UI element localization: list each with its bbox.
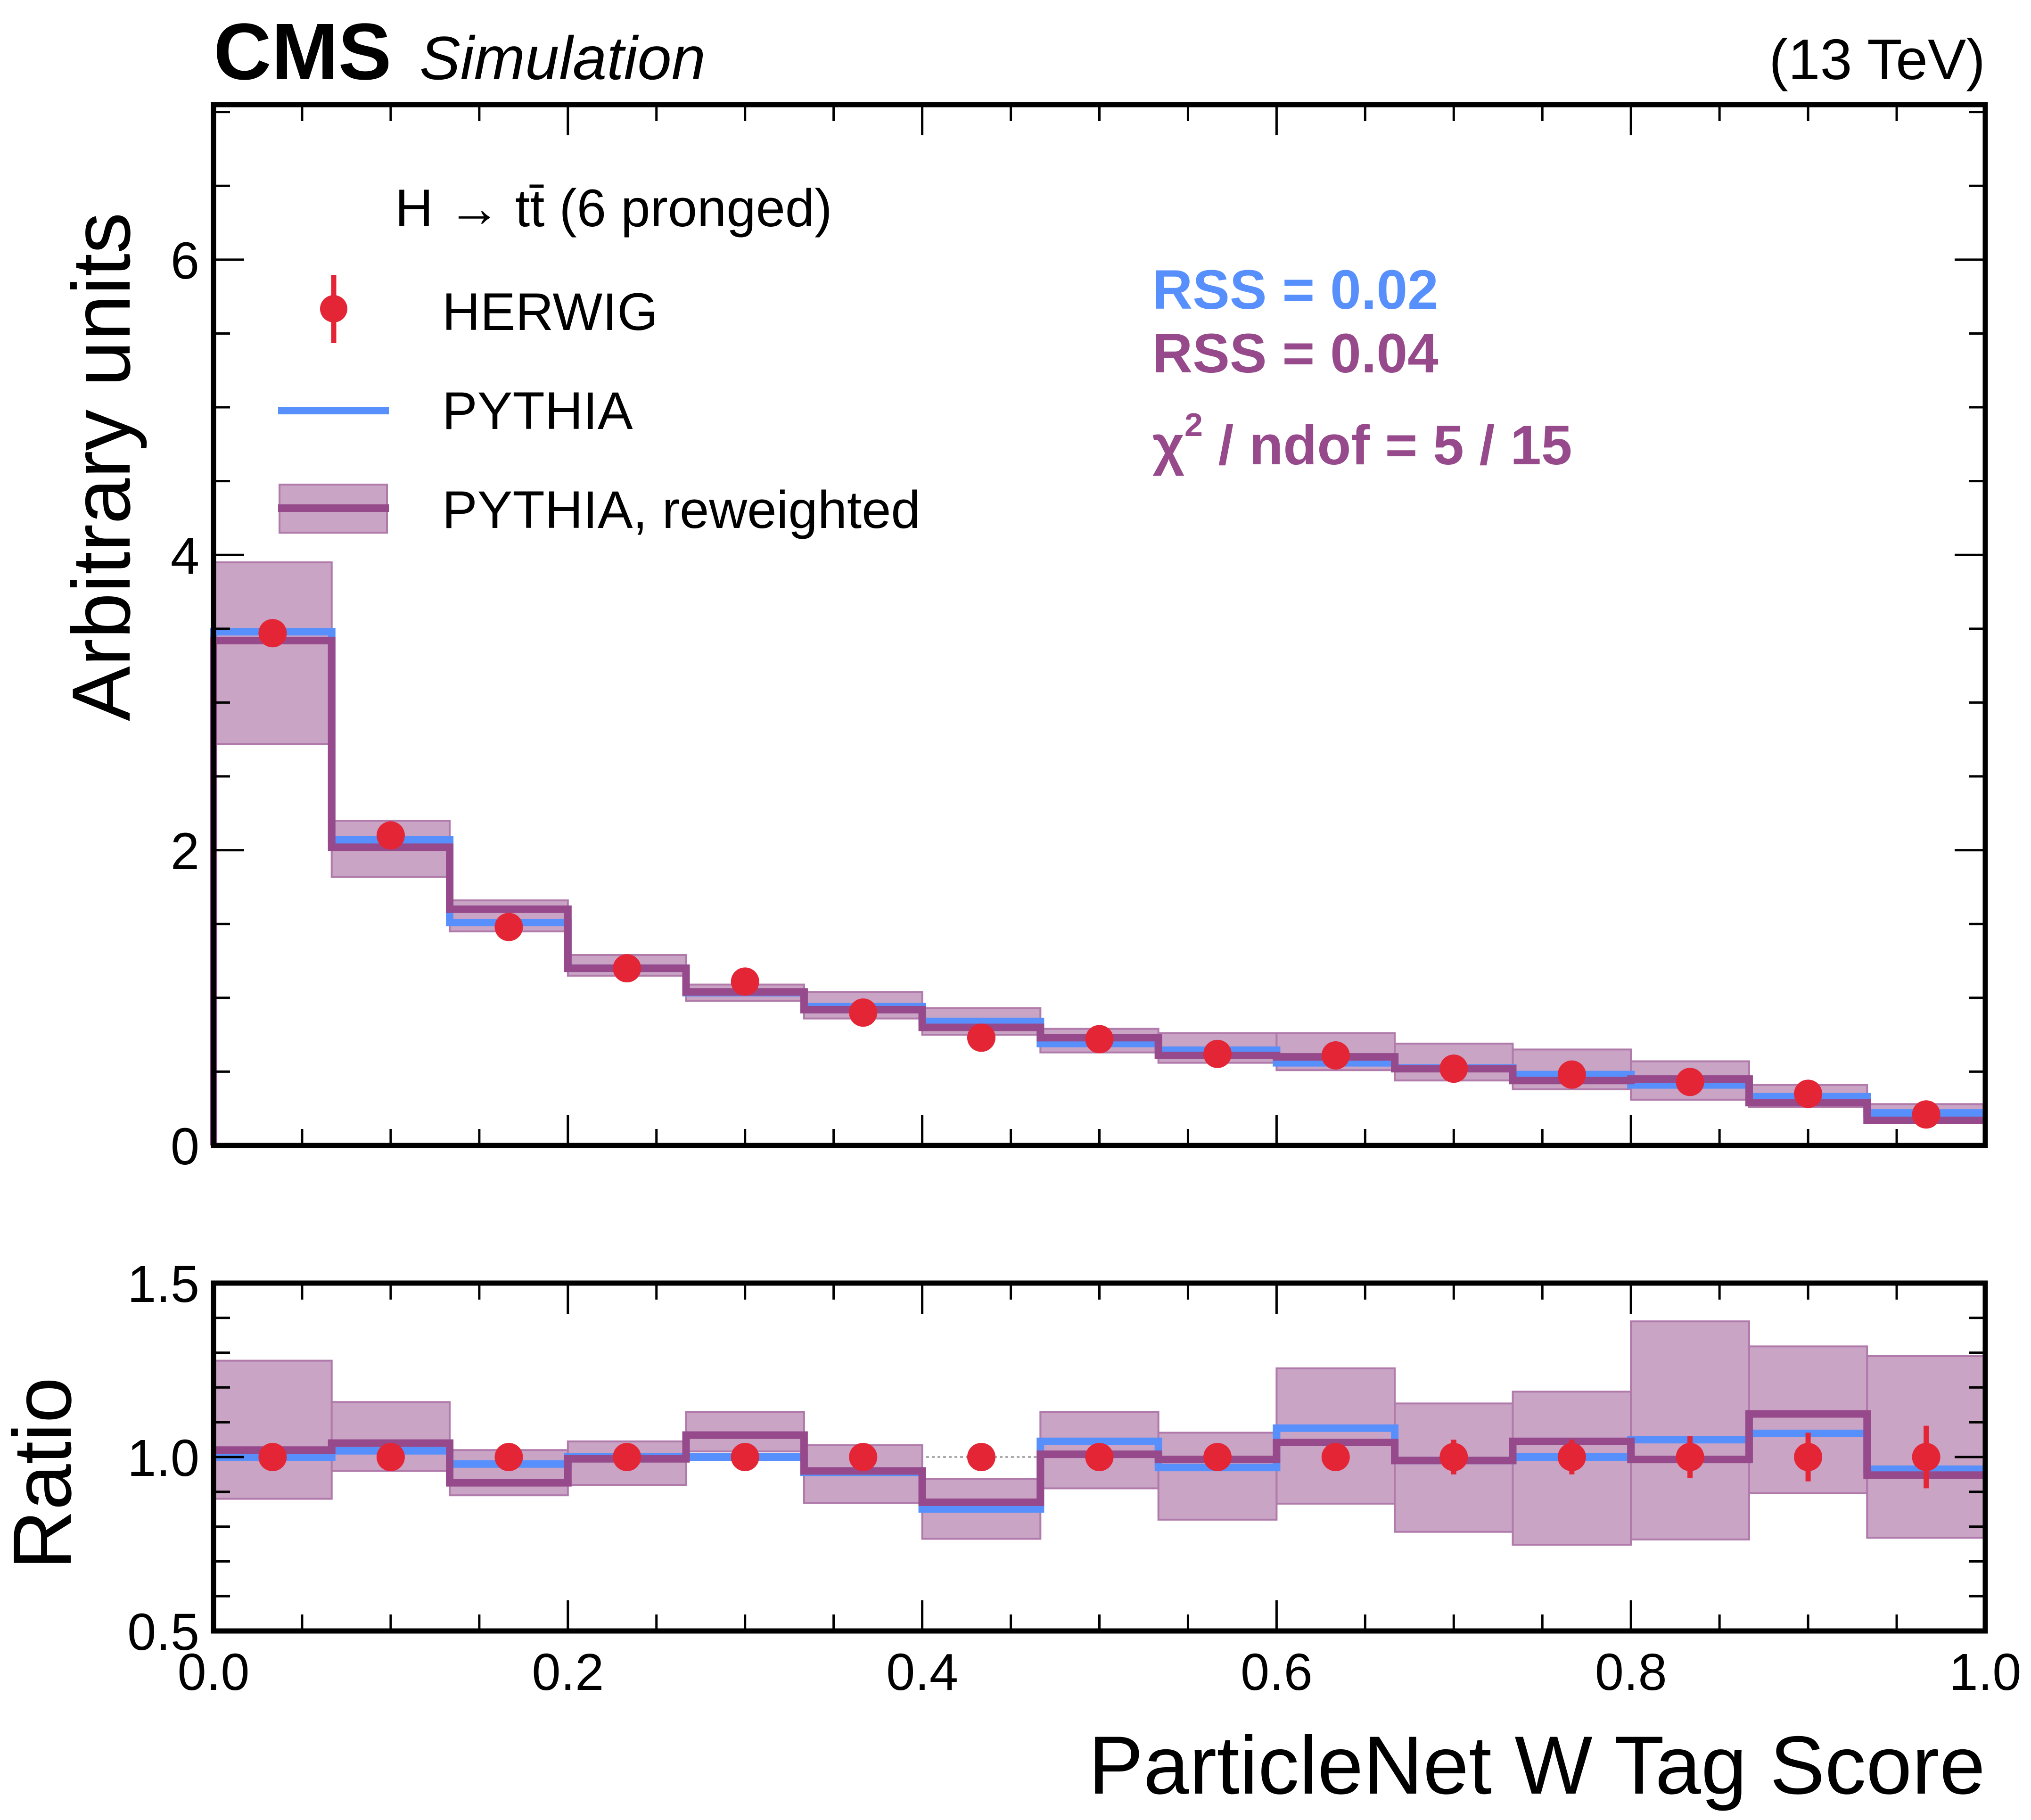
ratio-uncertainty-band (213, 1320, 1986, 1546)
main-frame (211, 102, 1988, 1148)
rss-reweighted-annotation: RSS = 0.04 (1152, 322, 1439, 385)
herwig-point (1085, 1025, 1114, 1054)
x-tick-label: 0.8 (1595, 1643, 1667, 1701)
rss-pythia-annotation: RSS = 0.02 (1152, 259, 1439, 321)
herwig-point (1557, 1443, 1586, 1471)
herwig-point (494, 1443, 523, 1471)
y-tick-label: 6 (171, 232, 199, 290)
x-tick-label: 0.2 (532, 1643, 604, 1701)
band-bin (213, 561, 333, 745)
herwig-point (1794, 1079, 1823, 1108)
y-tick-label: 4 (171, 527, 199, 585)
herwig-point (376, 821, 405, 850)
main-reweighted-step (210, 636, 1985, 1145)
herwig-point (1321, 1041, 1350, 1070)
line-icon (278, 407, 389, 414)
herwig-point (258, 1443, 287, 1471)
y-tick-label: 0.5 (127, 1603, 199, 1661)
chi2-rest: / ndof = 5 / 15 (1203, 414, 1572, 477)
cms-label: CMS (214, 7, 392, 97)
y-axis-title-ratio: Ratio (0, 1377, 89, 1570)
band-line-icon (278, 484, 389, 534)
legend-entry-herwig: HERWIG (320, 275, 658, 343)
herwig-point (1203, 1443, 1232, 1471)
energy-label: (13 TeV) (1769, 27, 1985, 91)
herwig-point (1321, 1443, 1350, 1471)
y-tick-label: 1.0 (127, 1429, 199, 1487)
herwig-point (849, 998, 878, 1027)
legend-label-herwig: HERWIG (442, 282, 658, 341)
herwig-point (1557, 1060, 1586, 1089)
x-tick-label: 1.0 (1949, 1643, 2022, 1701)
band-bin (1630, 1320, 1750, 1540)
chi2-symbol: χ (1152, 414, 1184, 477)
herwig-point (1912, 1443, 1941, 1471)
herwig-point (376, 1443, 405, 1471)
band-bin (1275, 1367, 1396, 1505)
herwig-point (1676, 1068, 1704, 1096)
herwig-point (849, 1443, 878, 1471)
herwig-point (1085, 1443, 1114, 1471)
legend-label-pythia: PYTHIA (442, 381, 633, 440)
x-tick-label: 0.0 (178, 1643, 250, 1701)
main-herwig-points (258, 619, 1941, 1129)
ratio-axes: 0.5 1.0 1.5 0.0 0.2 0.4 0.6 0.8 1.0 (127, 1255, 2021, 1701)
y-tick-label: 1.5 (127, 1255, 199, 1313)
chi2-superscript: 2 (1184, 406, 1203, 443)
chi2-annotation: χ2 / ndof = 5 / 15 (1152, 406, 1572, 477)
herwig-point (1439, 1443, 1468, 1471)
ratio-pythia-step (214, 1424, 1985, 1513)
pythia-step-line (210, 628, 1985, 1145)
x-tick-label: 0.6 (1241, 1643, 1313, 1701)
herwig-point (1203, 1039, 1232, 1068)
main-pythia-step (210, 628, 1985, 1145)
herwig-point (494, 913, 523, 941)
herwig-point (967, 1023, 995, 1052)
y-tick-label: 0 (171, 1118, 199, 1176)
x-axis-title: ParticleNet W Tag Score (1088, 1720, 1985, 1812)
pythia-step-line (214, 1424, 1985, 1513)
band-bin (213, 1359, 333, 1500)
herwig-point (1439, 1054, 1468, 1083)
band-bin (330, 1401, 451, 1472)
legend-title: H → tt̄ (6 pronged) (395, 179, 832, 238)
reweighted-step-line (210, 636, 1985, 1145)
y-tick-label: 2 (171, 823, 199, 881)
y-axis-title-main: Arbitrary units (56, 213, 148, 721)
errorbar-marker-icon (320, 275, 347, 343)
simulation-label: Simulation (419, 24, 706, 92)
main-axes: 0 2 4 6 (171, 102, 1988, 1176)
herwig-point (1794, 1443, 1823, 1471)
herwig-point (613, 954, 641, 983)
herwig-point (613, 1443, 641, 1471)
legend-label-reweighted: PYTHIA, reweighted (442, 480, 921, 539)
x-tick-label: 0.4 (886, 1643, 958, 1701)
herwig-point (967, 1443, 995, 1471)
legend-entry-pythia: PYTHIA (278, 381, 633, 440)
herwig-point (731, 1443, 759, 1471)
herwig-point (258, 619, 287, 648)
herwig-point (731, 967, 759, 996)
legend: H → tt̄ (6 pronged) HERWIG PYTHIA PYTHIA… (278, 179, 921, 539)
herwig-point (1676, 1443, 1704, 1471)
legend-entry-reweighted: PYTHIA, reweighted (278, 480, 921, 539)
herwig-point (1912, 1100, 1941, 1129)
ratio-herwig-points (258, 1425, 1941, 1489)
